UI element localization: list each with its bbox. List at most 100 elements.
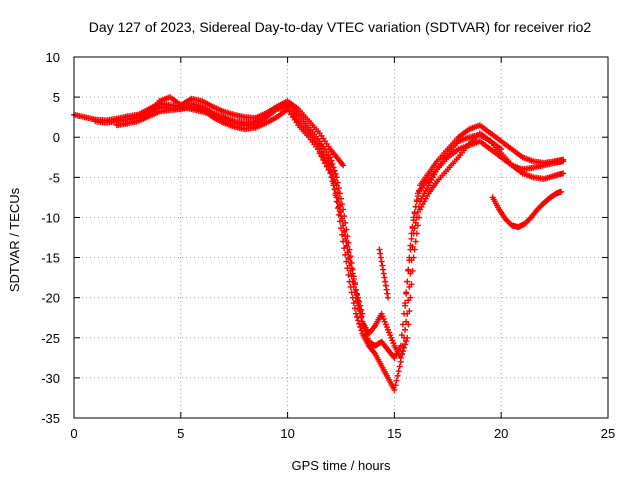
data-point xyxy=(345,271,352,278)
data-point xyxy=(396,363,403,370)
x-tick-label: 5 xyxy=(177,426,184,441)
data-point xyxy=(334,199,341,206)
data-point xyxy=(378,258,385,265)
data-point xyxy=(382,282,389,289)
data-point xyxy=(330,164,337,171)
data-point xyxy=(394,372,401,379)
data-point xyxy=(411,210,418,217)
data-point xyxy=(343,238,350,245)
chart-title: Day 127 of 2023, Sidereal Day-to-day VTE… xyxy=(89,19,592,35)
data-point xyxy=(409,223,416,230)
data-point xyxy=(381,274,388,281)
data-point xyxy=(407,242,414,249)
data-point xyxy=(401,310,408,317)
data-point xyxy=(356,298,363,305)
y-tick-label: 5 xyxy=(53,90,60,105)
data-point xyxy=(408,281,415,288)
data-point xyxy=(325,166,332,173)
data-point xyxy=(403,290,410,297)
data-point xyxy=(392,382,399,389)
series-track-h xyxy=(489,188,565,231)
data-point xyxy=(339,217,346,224)
data-point xyxy=(344,243,351,250)
data-point xyxy=(402,341,409,348)
series-track-b xyxy=(92,100,567,361)
data-point xyxy=(397,342,404,349)
data-point xyxy=(398,351,405,358)
data-point xyxy=(411,246,418,253)
data-point xyxy=(393,377,400,384)
y-tick-label: -20 xyxy=(41,291,60,306)
data-point xyxy=(382,278,389,285)
data-point xyxy=(349,270,356,277)
data-point xyxy=(320,156,327,163)
data-point xyxy=(384,290,391,297)
data-point xyxy=(399,348,406,355)
data-point xyxy=(333,194,340,201)
x-tick-label: 25 xyxy=(601,426,615,441)
x-tick-label: 15 xyxy=(387,426,401,441)
data-point xyxy=(413,230,420,237)
data-point xyxy=(340,162,347,169)
data-point xyxy=(412,238,419,245)
series-track-e xyxy=(316,150,366,317)
data-point xyxy=(359,310,366,317)
series-track-g xyxy=(402,131,505,309)
data-point xyxy=(376,246,383,253)
data-point xyxy=(405,321,412,328)
y-tick-label: -30 xyxy=(41,371,60,386)
data-point xyxy=(328,157,335,164)
data-point xyxy=(414,222,421,229)
data-point xyxy=(358,314,365,321)
y-tick-label: 10 xyxy=(46,50,60,65)
data-point xyxy=(560,156,567,163)
data-point xyxy=(323,163,330,170)
data-point xyxy=(340,222,347,229)
data-point xyxy=(407,294,414,301)
data-point xyxy=(401,344,408,351)
data-point xyxy=(316,150,323,157)
data-point xyxy=(379,262,386,269)
data-point xyxy=(350,275,357,282)
y-tick-label: 0 xyxy=(53,130,60,145)
series-track-c xyxy=(113,103,567,361)
data-point xyxy=(560,170,567,177)
data-point xyxy=(348,265,355,272)
data-point xyxy=(342,233,349,240)
data-point xyxy=(558,188,565,195)
data-point xyxy=(377,254,384,261)
data-point xyxy=(351,305,358,312)
data-point xyxy=(399,321,406,328)
data-point xyxy=(321,160,328,167)
data-point xyxy=(405,266,412,273)
data-point xyxy=(355,294,362,301)
data-point xyxy=(383,286,390,293)
data-point xyxy=(409,267,416,274)
data-point xyxy=(404,278,411,285)
y-tick-label: -5 xyxy=(48,170,60,185)
data-point xyxy=(412,203,419,210)
data-point xyxy=(336,208,343,215)
data-point xyxy=(318,153,325,160)
data-point xyxy=(377,250,384,257)
x-axis-label: GPS time / hours xyxy=(292,458,391,473)
data-point xyxy=(357,302,364,309)
y-tick-label: -25 xyxy=(41,331,60,346)
data-point xyxy=(338,213,344,220)
data-point xyxy=(408,230,415,237)
data-point xyxy=(406,254,413,261)
data-point xyxy=(384,294,391,301)
x-tick-label: 20 xyxy=(494,426,508,441)
data-point xyxy=(364,335,371,342)
data-point xyxy=(408,235,415,242)
data-point xyxy=(327,154,334,161)
data-point xyxy=(358,327,365,334)
x-tick-label: 0 xyxy=(70,426,77,441)
data-point xyxy=(406,308,413,315)
plot-frame xyxy=(73,56,609,419)
data-point xyxy=(410,217,417,224)
data-point xyxy=(380,270,387,277)
data-point xyxy=(402,326,409,333)
data-point xyxy=(358,306,365,313)
data-point xyxy=(398,332,405,339)
